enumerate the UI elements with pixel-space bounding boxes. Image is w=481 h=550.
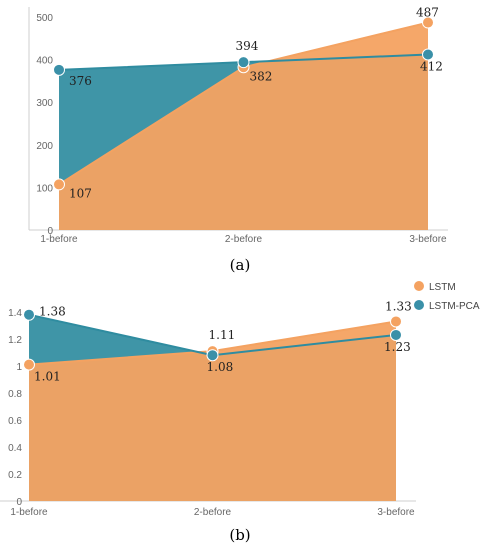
chart-b: 0 0.2 0.4 0.6 0.8 1 1.2 1.4 1-before 2-before 3-be… [0,299,416,518]
legend-marker-lstm [414,281,424,291]
point-lstm-pca-b [206,349,219,362]
data-label-lstm-a: 487 [416,6,439,20]
y-tick-label-b: 0.8 [8,389,22,400]
point-lstm-a [422,16,434,29]
y-tick-label-b: 1.2 [8,335,22,346]
y-tick-label-a: 0 [47,226,53,237]
legend: LSTM LSTM-PCA [414,281,480,312]
data-label-lstm-pca-a: 394 [236,39,259,53]
data-label-lstm-b: 1.11 [209,328,236,342]
data-label-lstm-pca-b: 1.08 [207,360,234,374]
point-lstm-pca-b [23,308,35,321]
point-lstm-b [23,358,35,371]
data-label-lstm-b: 1.33 [385,299,412,313]
data-label-lstm-pca-a: 412 [420,59,443,73]
point-lstm-pca-a [53,63,65,76]
legend-label-lstm-pca: LSTM-PCA [429,301,480,312]
area-lstm-a [59,22,428,231]
y-tick-label-b: 0.6 [8,416,22,427]
y-tick-label-a: 100 [36,183,53,194]
caption-b: (b) [229,526,250,544]
data-label-lstm-a: 382 [250,69,273,83]
y-tick-label-b: 0.2 [8,470,22,481]
x-tick-label-b: 1-before [10,507,48,518]
legend-marker-lstm-pca [414,300,424,310]
data-label-lstm-a: 107 [69,186,92,200]
y-tick-label-a: 200 [36,141,53,152]
y-tick-label-b: 0 [16,497,22,508]
y-tick-label-a: 500 [36,13,53,24]
y-tick-label-b: 0.4 [8,443,22,454]
chart-a: 0 100 200 300 400 500 1-before 2-before 3-before… [28,6,448,245]
x-tick-label-a: 1-before [40,234,78,245]
legend-label-lstm: LSTM [429,282,456,293]
y-tick-label-a: 400 [36,56,53,67]
point-lstm-pca-a [422,48,434,61]
data-label-lstm-pca-b: 1.23 [384,340,411,354]
x-tick-label-a: 3-before [409,234,447,245]
x-tick-label-b: 2-before [194,507,232,518]
y-tick-label-a: 300 [36,98,53,109]
x-tick-label-a: 2-before [225,234,263,245]
caption-a: (a) [230,256,251,274]
point-lstm-pca-b [390,328,402,341]
data-label-lstm-b: 1.01 [34,370,61,384]
x-tick-label-b: 3-before [377,507,415,518]
y-tick-label-b: 1.4 [8,308,22,319]
y-tick-label-b: 1 [16,362,22,373]
point-lstm-b [390,315,402,328]
data-label-lstm-pca-a: 376 [69,74,92,88]
area-lstm-b [29,321,396,501]
point-lstm-pca-a [237,56,250,69]
point-lstm-a [53,178,65,191]
data-label-lstm-pca-b: 1.38 [39,305,66,319]
